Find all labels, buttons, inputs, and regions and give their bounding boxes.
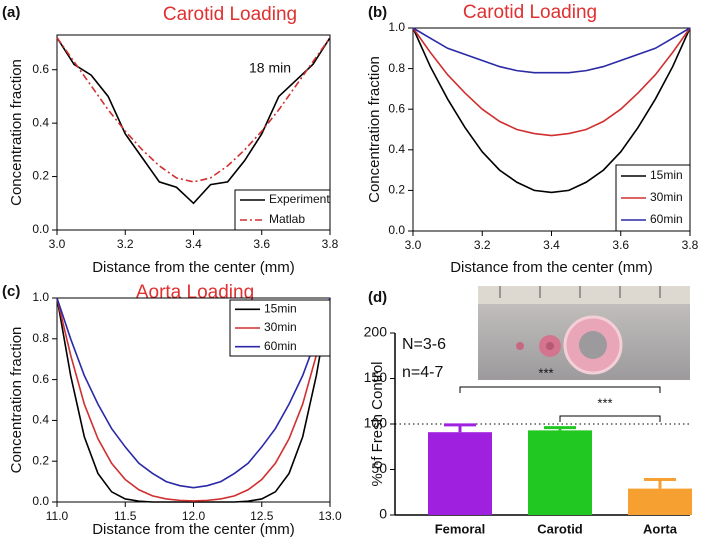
y-axis-label: Concentration fraction — [8, 59, 25, 206]
legend-box — [234, 189, 331, 231]
x-tick-label: 3.0 — [49, 237, 66, 251]
y-tick-label: 0.6 — [32, 372, 49, 386]
bar — [428, 432, 492, 515]
y-tick-label: 0.6 — [32, 62, 49, 76]
x-tick-label: 12.0 — [182, 509, 206, 523]
inset-photo — [478, 286, 690, 380]
x-tick-label: 3.0 — [405, 238, 422, 252]
y-tick-label: 0.8 — [32, 331, 49, 345]
legend-label: 15min — [650, 168, 683, 182]
x-tick-label: 3.4 — [543, 238, 560, 252]
series-line — [56, 37, 331, 183]
legend-label: 30min — [264, 320, 297, 334]
x-tick-label: 11.5 — [114, 509, 137, 523]
series-line — [412, 27, 691, 74]
y-tick-label: 0 — [379, 506, 387, 522]
x-axis-label: Distance from the center (mm) — [92, 521, 295, 538]
x-tick-label: 3.8 — [682, 238, 699, 252]
significance-bracket — [559, 415, 661, 422]
x-tick-label: 3.6 — [612, 238, 629, 252]
y-tick-label: 0.6 — [388, 101, 405, 115]
y-tick-label: 0.0 — [32, 494, 49, 508]
y-axis-label: Concentration fraction — [8, 327, 25, 474]
series-line — [56, 297, 331, 502]
y-tick-label: 0.0 — [32, 222, 49, 236]
series-line — [56, 37, 331, 205]
series-line — [412, 27, 691, 194]
x-tick-label: 3.6 — [253, 237, 270, 251]
y-tick-label: 0.4 — [32, 413, 49, 427]
legend-label: 15min — [264, 302, 297, 316]
annotation: n=4-7 — [402, 364, 443, 381]
series-line — [56, 297, 331, 503]
y-tick-label: 0.0 — [388, 223, 405, 237]
x-tick-label: 12.5 — [250, 509, 274, 523]
panel-label: (c) — [2, 283, 20, 300]
x-tick-label: 3.2 — [474, 238, 491, 252]
x-tick-label: Femoral — [435, 521, 486, 536]
legend-label: Experiment — [269, 192, 330, 206]
significance-bracket — [459, 386, 661, 393]
y-tick-label: 200 — [364, 324, 388, 340]
panel-label: (a) — [2, 4, 20, 21]
series-line — [56, 297, 331, 489]
y-tick-label: 150 — [364, 369, 388, 385]
y-tick-label: 100 — [364, 415, 388, 431]
legend-label: 60min — [264, 339, 297, 353]
y-tick-label: 0.2 — [388, 183, 405, 197]
annotation: *** — [597, 395, 612, 410]
y-tick-label: 0.2 — [32, 169, 49, 183]
x-tick-label: 13.0 — [318, 509, 342, 523]
series-line — [412, 27, 691, 137]
panel-label: (b) — [368, 4, 387, 21]
chart-title: Carotid Loading — [463, 2, 597, 23]
x-axis-label: Distance from the center (mm) — [450, 259, 653, 276]
y-tick-label: 0.8 — [388, 61, 405, 75]
legend-label: Matlab — [269, 212, 305, 226]
x-axis-label: Distance from the center (mm) — [92, 259, 295, 276]
x-tick-label: Carotid — [537, 521, 583, 536]
panel-label: (d) — [368, 289, 387, 306]
x-tick-label: 3.2 — [117, 237, 134, 251]
annotation: 18 min — [249, 60, 291, 76]
x-tick-label: Aorta — [643, 521, 678, 536]
y-axis-label: % of Fresh Control — [369, 361, 386, 486]
legend-label: 60min — [650, 212, 683, 226]
x-tick-label: 3.8 — [322, 237, 339, 251]
y-tick-label: 50 — [371, 460, 387, 476]
y-axis-label: Concentration fraction — [366, 56, 383, 203]
y-tick-label: 0.4 — [388, 142, 405, 156]
y-tick-label: 0.2 — [32, 453, 49, 467]
chart-title: Carotid Loading — [163, 4, 297, 25]
bar — [528, 430, 592, 515]
x-tick-label: 3.4 — [185, 237, 202, 251]
bar — [628, 488, 692, 515]
y-tick-label: 1.0 — [32, 290, 49, 304]
annotation: N=3-6 — [402, 336, 446, 353]
x-tick-label: 11.0 — [46, 509, 69, 523]
legend-label: 30min — [650, 190, 683, 204]
y-tick-label: 1.0 — [388, 20, 405, 34]
annotation: *** — [538, 365, 553, 380]
y-tick-label: 0.4 — [32, 115, 49, 129]
